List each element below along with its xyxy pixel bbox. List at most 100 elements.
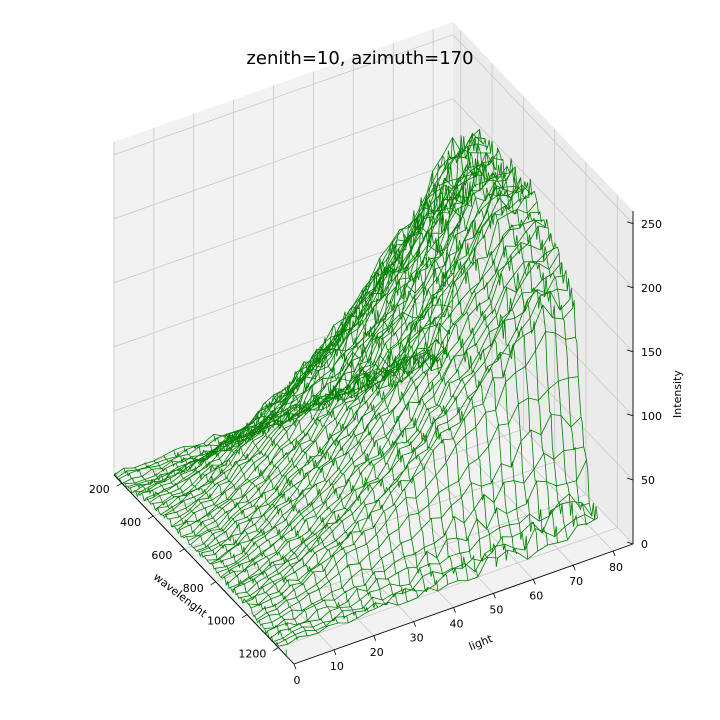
surface-column (234, 247, 554, 589)
surface-column (278, 517, 598, 647)
surface-column (163, 132, 483, 516)
surface-column (264, 446, 584, 629)
y-tick-label: 70 (569, 575, 583, 588)
x-tick-label: 200 (89, 483, 110, 496)
z-tick-mark (626, 285, 634, 289)
x-tick-mark (273, 647, 279, 651)
surface-column (231, 233, 552, 591)
surface-column (135, 256, 456, 493)
chart-title: zenith=10, azimuth=170 (246, 48, 473, 69)
y-tick-label: 40 (450, 618, 464, 631)
x-tick-label: 400 (120, 516, 141, 529)
y-tick-mark (612, 550, 616, 557)
surface-column (207, 185, 527, 561)
y-tick-mark (333, 649, 337, 656)
surface-column (223, 219, 543, 578)
surface-column (215, 190, 535, 569)
axis-lines (113, 211, 634, 665)
surface-column (116, 351, 437, 479)
y-tick-mark (373, 635, 377, 641)
surface-column (193, 168, 513, 548)
surface-column (176, 151, 497, 531)
z-tick-label: 100 (641, 410, 662, 423)
x-tick-label: 1000 (207, 615, 235, 628)
surface-column (237, 247, 557, 594)
y-axis-line (293, 543, 634, 665)
y-tick-label: 80 (609, 561, 623, 574)
surface-column (149, 185, 469, 503)
x-tick-mark (116, 482, 123, 487)
grid-line-z (113, 98, 634, 289)
surface-column (239, 252, 560, 599)
y-tick-mark (572, 565, 576, 571)
y-tick-label: 60 (529, 589, 543, 602)
surface-column (190, 172, 510, 545)
surface-column (204, 185, 524, 557)
z-tick-label: 200 (641, 282, 662, 295)
y-tick-mark (493, 593, 496, 599)
grid-line-z (113, 162, 634, 353)
surface-column (141, 207, 461, 494)
x-tick-mark (147, 515, 154, 520)
x-axis-line (113, 474, 295, 665)
z-tick-label: 150 (641, 346, 662, 359)
y-tick-label: 30 (410, 632, 424, 645)
surface-column (171, 147, 491, 528)
z-tick-label: 0 (641, 538, 648, 551)
z-tick-mark (626, 221, 634, 225)
surface-column (165, 136, 486, 516)
z-axis-label: Intensity (671, 370, 684, 418)
y-tick-mark (293, 663, 297, 670)
surface-column (130, 323, 450, 489)
surface-column (259, 376, 579, 621)
surface-column (212, 184, 532, 565)
back-pane-y (453, 22, 633, 544)
surface-column (179, 150, 500, 530)
z-tick-mark (626, 349, 634, 353)
surface-column (138, 223, 459, 494)
surface-column (228, 225, 549, 589)
y-tick-mark (413, 621, 417, 627)
z-tick-mark (626, 413, 634, 417)
grid-line-z (113, 34, 634, 225)
y-tick-mark (532, 579, 536, 585)
surface-column (253, 304, 574, 617)
surface-column (143, 186, 464, 502)
z-tick-mark (626, 541, 634, 545)
surface-column (272, 501, 593, 643)
surface-column (275, 513, 595, 646)
x-tick-label: 1200 (238, 648, 266, 661)
x-tick-mark (241, 614, 248, 619)
z-tick-label: 50 (641, 474, 655, 487)
surface-column (174, 160, 494, 527)
y-axis-label: light (467, 632, 495, 653)
x-tick-mark (210, 581, 216, 586)
surface-column (256, 331, 576, 621)
y-tick-label: 0 (294, 674, 301, 687)
surface-column (226, 220, 546, 586)
x-tick-mark (179, 548, 185, 553)
surface-column (269, 493, 590, 639)
surface-column (168, 143, 488, 520)
grid-line-z (113, 226, 634, 417)
z-tick-label: 250 (641, 218, 662, 231)
surface-column (267, 459, 587, 632)
surface-column (187, 165, 508, 542)
surface-column (127, 338, 448, 487)
tick-labels: 2004006008001000120001020304050607080050… (89, 218, 662, 687)
surface-column (217, 201, 538, 573)
x-tick-label: 800 (183, 582, 204, 595)
x-axis-label: wavelenght (151, 570, 210, 620)
surface-column (248, 288, 568, 606)
surface-column (209, 197, 529, 565)
surface-column (132, 304, 453, 493)
surface-column (242, 262, 563, 604)
y-tick-mark (453, 607, 456, 613)
y-tick-label: 10 (330, 660, 344, 673)
z-tick-mark (626, 477, 634, 481)
y-tick-label: 50 (489, 603, 503, 616)
surface-column (220, 211, 540, 578)
surface-column (261, 413, 582, 625)
